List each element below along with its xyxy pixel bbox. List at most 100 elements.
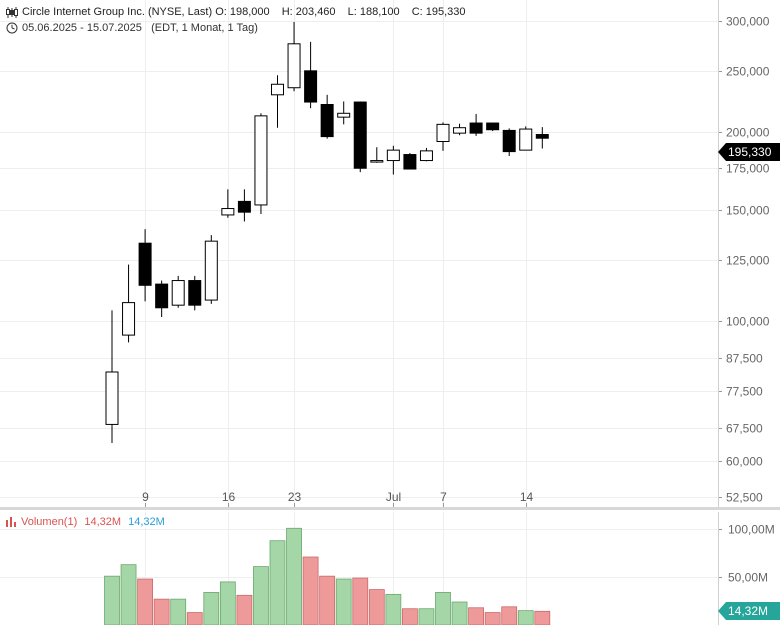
volume-bar xyxy=(517,610,534,625)
time-tick-label: 23 xyxy=(288,490,302,504)
volume-bar xyxy=(153,598,170,625)
volume-bar xyxy=(385,593,402,625)
price-tick-label: 60,000 xyxy=(726,455,763,469)
price-axis[interactable]: 52,500 60,000 67,500 77,500 87,500 100,000 125… xyxy=(718,0,770,507)
volume-bar xyxy=(120,564,137,625)
instrument-header: Circle Internet Group Inc. (NYSE, Last) … xyxy=(6,6,475,18)
candle-body xyxy=(105,371,119,425)
volume-bar xyxy=(269,540,286,625)
time-axis[interactable]: 9 16 23 Jul 7 14 xyxy=(142,490,533,507)
open-label: O: xyxy=(215,6,227,18)
volume-bar xyxy=(286,527,302,625)
candle-body xyxy=(337,112,351,118)
high-value: 203,460 xyxy=(295,6,336,18)
volume-bar xyxy=(451,601,468,625)
volume-tick-label: 50,00M xyxy=(728,571,768,585)
date-range: 05.06.2025 - 15.07.2025 xyxy=(22,22,142,34)
candle-body xyxy=(271,83,284,96)
candle-body xyxy=(469,122,483,134)
candle-body xyxy=(304,70,318,103)
volume-bar xyxy=(368,589,385,625)
volume-value: 14,32M xyxy=(84,516,122,528)
volume-bar xyxy=(203,592,220,625)
candle-body xyxy=(287,43,301,89)
bar-chart-icon xyxy=(6,517,16,528)
volume-value-alt: 14,32M xyxy=(128,516,165,528)
candle-body xyxy=(171,280,185,306)
volume-bar xyxy=(186,612,203,625)
volume-badge: 14,32M xyxy=(718,602,780,620)
price-tick-label: 100,000 xyxy=(726,315,770,329)
time-tick-label: 9 xyxy=(142,490,149,504)
price-tick-label: 200,000 xyxy=(726,126,770,140)
price-grid xyxy=(0,0,718,505)
candle-body xyxy=(519,128,533,151)
volume-bar xyxy=(319,575,336,625)
price-tick-label: 77,500 xyxy=(726,385,763,399)
time-tick-label: 14 xyxy=(520,490,534,504)
open-value: 198,000 xyxy=(229,6,270,18)
volume-bar xyxy=(435,592,451,625)
volume-bar xyxy=(104,575,120,625)
candle-body xyxy=(419,150,433,162)
volume-bar xyxy=(418,608,435,625)
volume-bar xyxy=(484,612,501,625)
candle-body xyxy=(502,129,516,153)
candle-body xyxy=(436,123,450,143)
time-tick-label: Jul xyxy=(386,490,401,504)
time-tick-label: 16 xyxy=(222,490,236,504)
volume-bar xyxy=(352,577,369,625)
price-tick-label: 300,000 xyxy=(726,15,770,29)
candle-body xyxy=(188,280,202,306)
candle-body xyxy=(138,242,152,286)
price-badge-value: 195,330 xyxy=(728,145,772,159)
volume-bar xyxy=(468,607,485,625)
volume-axis[interactable]: 50,00M 100,00M xyxy=(718,512,775,625)
price-tick-label: 52,500 xyxy=(726,491,763,505)
volume-bar xyxy=(170,598,187,625)
price-tick-label: 67,500 xyxy=(726,422,763,436)
close-value: 195,330 xyxy=(425,6,466,18)
low-value: 188,100 xyxy=(359,6,400,18)
price-tick-label: 150,000 xyxy=(726,204,770,218)
close-label: C: xyxy=(411,6,423,18)
candle-body xyxy=(386,149,400,162)
price-tick-label: 125,000 xyxy=(726,254,770,268)
volume-bar xyxy=(501,606,518,625)
candlestick-icon xyxy=(6,6,18,18)
time-tick-label: 7 xyxy=(440,490,447,504)
candle-body xyxy=(453,127,467,134)
price-tick-label: 250,000 xyxy=(726,65,770,79)
volume-bar xyxy=(401,608,418,625)
candle-body xyxy=(370,160,384,163)
candle-body xyxy=(237,200,251,213)
volume-tick-label: 100,00M xyxy=(728,523,775,537)
volume-bar xyxy=(302,556,319,625)
candles-group xyxy=(105,21,549,443)
candle-body xyxy=(320,104,334,138)
volume-bar xyxy=(335,578,352,625)
candle-body xyxy=(353,101,367,169)
candle-body xyxy=(254,115,268,206)
candle-body xyxy=(204,240,218,301)
volume-label: Volumen(1) xyxy=(21,516,78,528)
volume-bar xyxy=(253,566,269,625)
volume-bar xyxy=(236,594,253,625)
volume-badge-value: 14,32M xyxy=(728,604,768,618)
candle-body xyxy=(535,134,549,139)
volume-bar xyxy=(219,581,236,625)
candle-body xyxy=(486,122,500,131)
instrument-title: Circle Internet Group Inc. (NYSE, Last) xyxy=(22,6,213,18)
price-tick-label: 175,000 xyxy=(726,162,770,176)
price-tick-label: 87,500 xyxy=(726,352,763,366)
candle-body xyxy=(221,208,235,216)
low-label: L: xyxy=(347,6,357,18)
candle-body xyxy=(155,283,169,309)
period-info: (EDT, 1 Monat, 1 Tag) xyxy=(151,22,258,34)
volume-bar xyxy=(534,610,551,625)
clock-icon xyxy=(6,22,18,34)
candle-body xyxy=(122,302,136,336)
volume-bar xyxy=(137,578,154,625)
